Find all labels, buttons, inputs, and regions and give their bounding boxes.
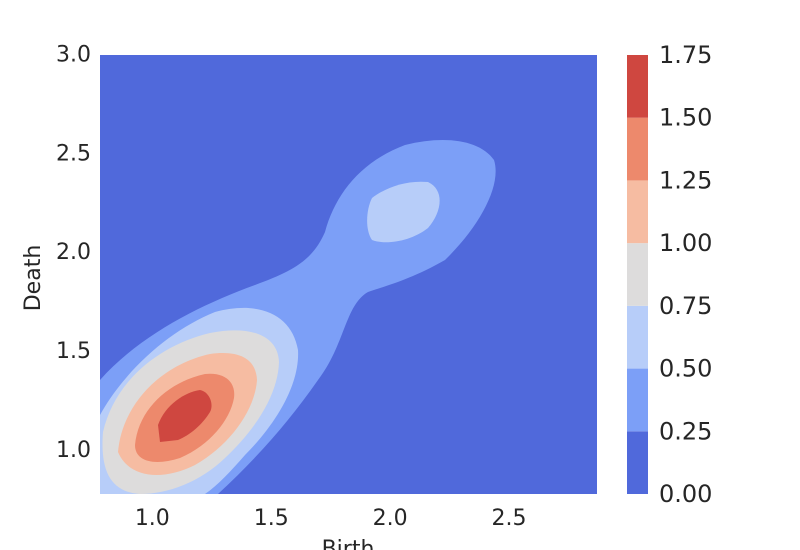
colorbar-segment [627, 243, 648, 306]
y-tick-label: 1.5 [56, 339, 91, 364]
y-tick-label: 3.0 [56, 43, 91, 68]
contour-level-1.50 [158, 390, 212, 442]
contour-level-0.50-upper [367, 181, 440, 243]
contour-regions [100, 140, 496, 494]
x-tick-label: 2.0 [373, 506, 408, 531]
y-axis: 1.0 1.5 2.0 2.5 3.0 [56, 43, 91, 463]
colorbar: 0.00 0.25 0.50 0.75 1.00 1.25 1.50 1.75 [627, 41, 712, 508]
colorbar-tick-label: 1.00 [659, 229, 712, 257]
colorbar-segment [627, 55, 648, 118]
plot-area [100, 55, 597, 494]
colorbar-segment [627, 305, 648, 369]
colorbar-tick-label: 0.75 [659, 292, 712, 320]
y-axis-title: Death [21, 245, 46, 312]
colorbar-segment [627, 431, 648, 494]
colorbar-segment [627, 117, 648, 181]
x-axis-title: Birth [322, 537, 375, 550]
colorbar-tick-label: 0.00 [659, 480, 712, 508]
x-axis: 1.0 1.5 2.0 2.5 [135, 506, 527, 531]
x-tick-label: 2.5 [492, 506, 527, 531]
colorbar-tick-label: 1.50 [659, 104, 712, 132]
y-tick-label: 2.0 [56, 240, 91, 265]
x-tick-label: 1.0 [135, 506, 170, 531]
x-tick-label: 1.5 [254, 506, 289, 531]
colorbar-tick-label: 0.50 [659, 355, 712, 383]
colorbar-tick-label: 0.25 [659, 417, 712, 445]
y-tick-label: 1.0 [56, 438, 91, 463]
colorbar-segment [627, 368, 648, 432]
colorbar-tick-label: 1.75 [659, 41, 712, 69]
colorbar-tick-label: 1.25 [659, 166, 712, 194]
colorbar-segment [627, 180, 648, 244]
y-tick-label: 2.5 [56, 141, 91, 166]
